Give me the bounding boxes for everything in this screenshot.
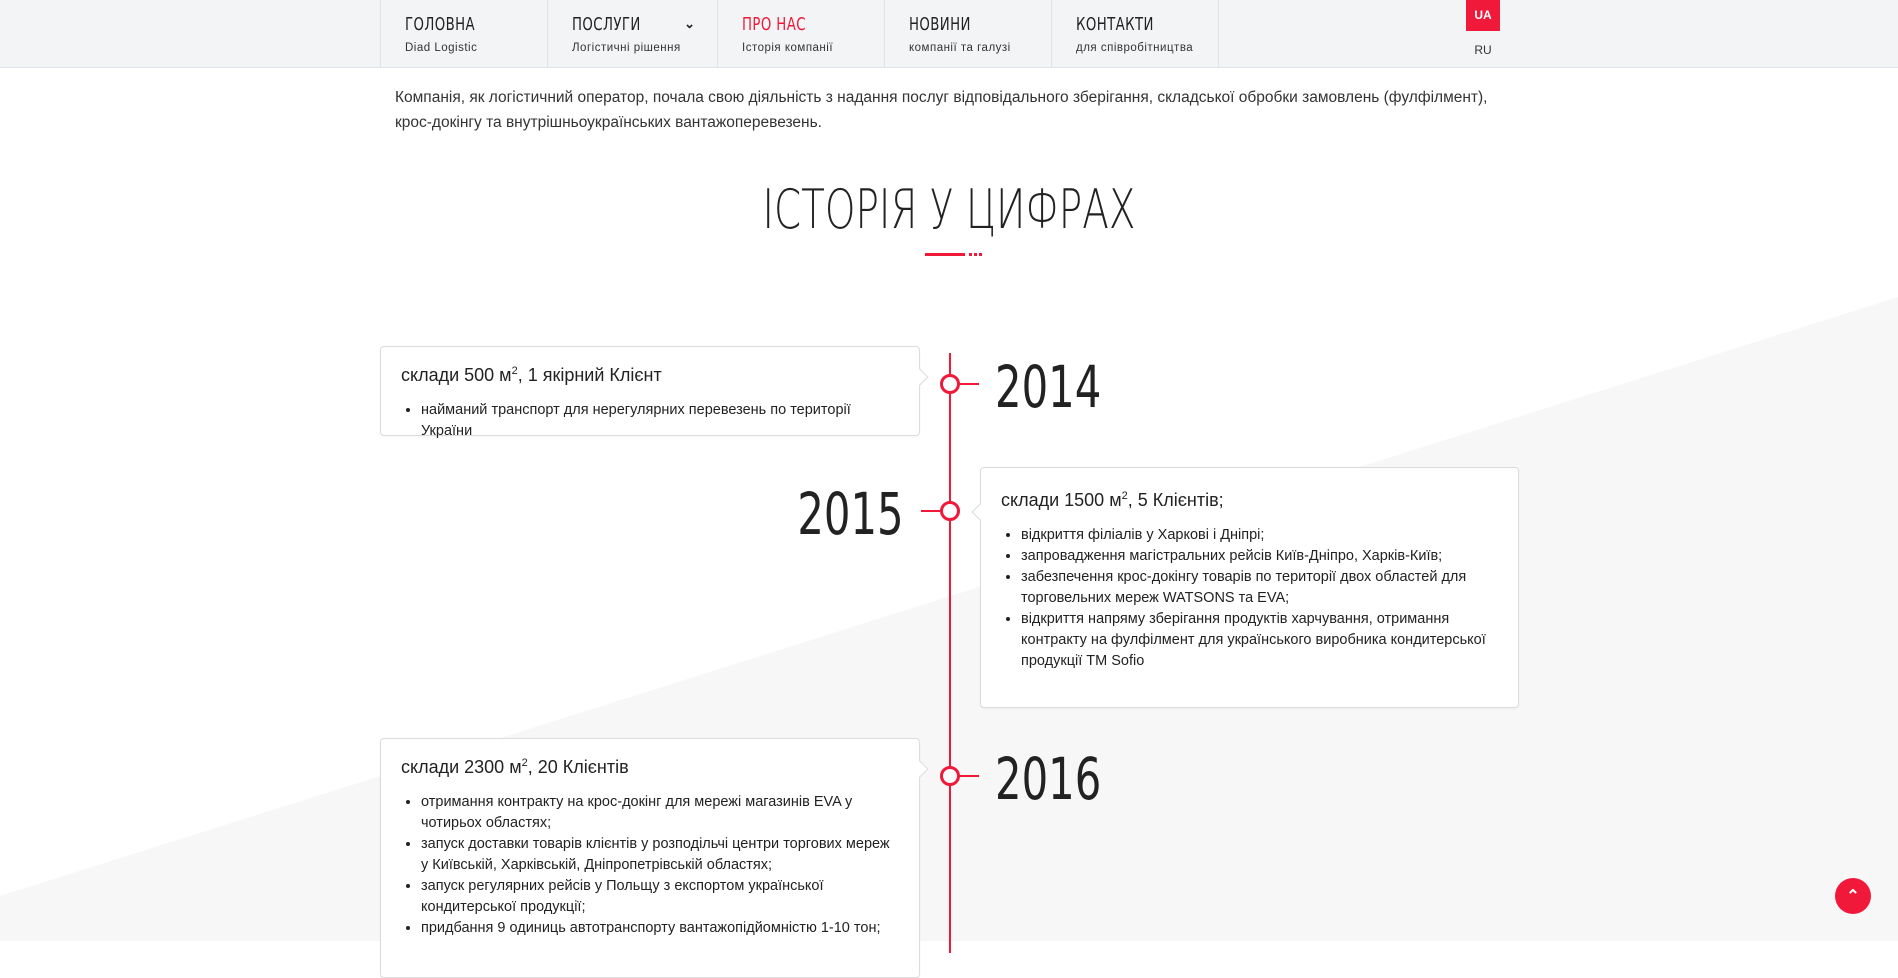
list-item: отримання контракту на крос-докінг для м… <box>421 792 899 834</box>
list-item: придбання 9 одиниць автотранспорту ванта… <box>421 918 899 939</box>
card-list: отримання контракту на крос-докінг для м… <box>401 792 899 939</box>
timeline-card-2016: склади 2300 м2, 20 Клієнтів отримання ко… <box>380 738 929 978</box>
title-underline-dot <box>974 253 977 256</box>
chevron-down-icon[interactable]: ⌄ <box>684 16 695 31</box>
card-list: відкриття філіалів у Харкові і Дніпрі; з… <box>1001 525 1498 672</box>
list-item: запровадження магістральних рейсів Київ-… <box>1021 546 1498 567</box>
nav-item-home[interactable]: ГОЛОВНА Diad Logistic <box>380 0 547 68</box>
timeline-dot <box>940 374 960 394</box>
nav-title: ГОЛОВНА <box>405 14 476 35</box>
language-ru-button[interactable]: RU <box>1474 43 1492 57</box>
list-item: запуск доставки товарів клієнтів у розпо… <box>421 834 899 876</box>
list-item: забезпечення крос-докінгу товарів по тер… <box>1021 567 1498 609</box>
timeline-tick <box>921 510 943 512</box>
card-title: склади 1500 м2, 5 Клієнтів; <box>1001 490 1224 510</box>
timeline-line <box>949 353 951 953</box>
list-item: відкриття напряму зберігання продуктів х… <box>1021 609 1498 672</box>
scroll-to-top-button[interactable]: ⌃ <box>1835 878 1871 914</box>
nav-item-contacts[interactable]: КОНТАКТИ для співробітництва <box>1051 0 1219 68</box>
nav-subtitle: Історія компанії <box>742 42 834 54</box>
nav-subtitle: компанії та галузі <box>909 42 1011 54</box>
nav-subtitle: для співробітництва <box>1076 42 1194 54</box>
timeline-tick <box>957 383 979 385</box>
nav-title: КОНТАКТИ <box>1076 14 1154 35</box>
nav-title: ПРО НАС <box>742 14 806 35</box>
year-label: 2014 <box>995 353 1102 421</box>
timeline-tick <box>957 775 979 777</box>
timeline-dot <box>940 501 960 521</box>
section-title: ІСТОРІЯ У ЦИФРАХ <box>762 178 1136 241</box>
nav-item-services[interactable]: ПОСЛУГИ ⌄ Логістичні рішення <box>547 0 717 68</box>
timeline-card-2015: склади 1500 м2, 5 Клієнтів; відкриття фі… <box>971 467 1519 708</box>
list-item: найманий транспорт для нерегулярних пере… <box>421 400 899 442</box>
nav-title: НОВИНИ <box>909 14 971 35</box>
intro-text: Компанія, як логістичний оператор, почал… <box>395 89 1488 131</box>
title-underline <box>925 253 965 256</box>
nav-subtitle: Логістичні рішення <box>572 42 681 54</box>
list-item: відкриття філіалів у Харкові і Дніпрі; <box>1021 525 1498 546</box>
card-list: найманий транспорт для нерегулярних пере… <box>401 400 899 442</box>
chevron-up-icon: ⌃ <box>1846 888 1860 905</box>
card-title: склади 500 м2, 1 якірний Клієнт <box>401 365 662 385</box>
title-underline-dot <box>969 253 972 256</box>
nav-item-about[interactable]: ПРО НАС Історія компанії <box>717 0 884 68</box>
year-label: 2016 <box>995 745 1102 813</box>
nav-title: ПОСЛУГИ <box>572 14 641 35</box>
language-ua-button[interactable]: UA <box>1466 0 1500 31</box>
top-navigation: ГОЛОВНА Diad Logistic ПОСЛУГИ ⌄ Логістич… <box>0 0 1898 68</box>
title-underline-dot <box>979 253 982 256</box>
timeline-card-2014: склади 500 м2, 1 якірний Клієнт найманий… <box>380 346 929 439</box>
section-heading: ІСТОРІЯ У ЦИФРАХ <box>0 178 1898 241</box>
year-label: 2015 <box>797 480 904 548</box>
nav-subtitle: Diad Logistic <box>405 42 478 54</box>
timeline-dot <box>940 766 960 786</box>
nav-item-news[interactable]: НОВИНИ компанії та галузі <box>884 0 1051 68</box>
list-item: запуск регулярних рейсів у Польщу з експ… <box>421 876 899 918</box>
card-title: склади 2300 м2, 20 Клієнтів <box>401 757 629 777</box>
